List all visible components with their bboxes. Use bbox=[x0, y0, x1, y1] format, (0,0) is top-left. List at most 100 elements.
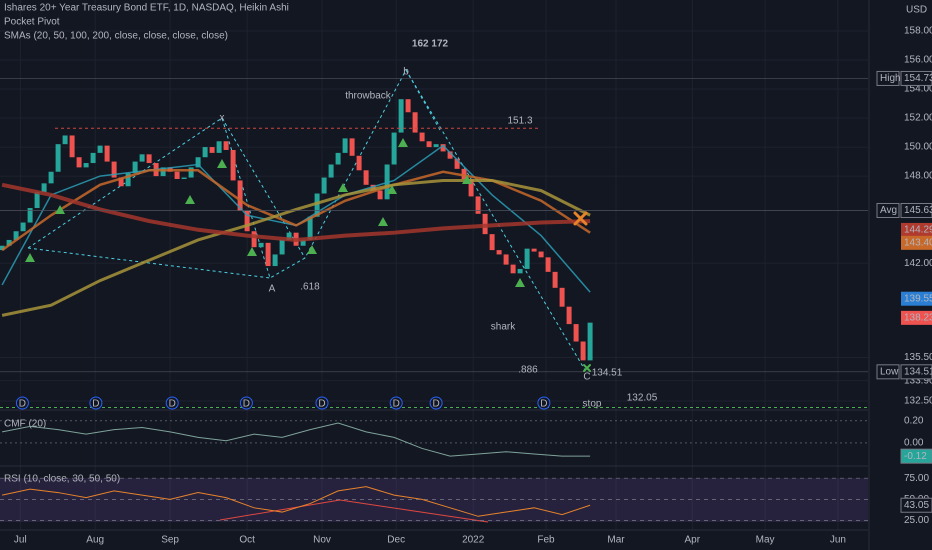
rsi-band bbox=[0, 478, 868, 522]
cross-marker bbox=[573, 211, 588, 226]
y-tick-label: 156.00 bbox=[904, 55, 932, 66]
annotation: 151.3 bbox=[507, 116, 532, 127]
y-tick-label: 75.00 bbox=[904, 473, 929, 484]
tag-name: High bbox=[880, 73, 901, 84]
candle bbox=[272, 254, 278, 267]
dividend-label: D bbox=[243, 399, 250, 410]
dividend-marker bbox=[89, 396, 103, 410]
candle bbox=[363, 170, 369, 185]
y-tick-label: 158.00 bbox=[904, 26, 932, 37]
candle bbox=[496, 250, 502, 255]
candle bbox=[587, 322, 593, 361]
pivot-marker bbox=[307, 245, 317, 254]
tag-name: Low bbox=[880, 366, 899, 377]
x-tick-label: Oct bbox=[239, 535, 255, 546]
candle bbox=[265, 242, 271, 267]
candle bbox=[461, 168, 467, 179]
candle bbox=[132, 161, 138, 174]
dividend-label: D bbox=[540, 399, 547, 410]
y-tick-label: 133.90 bbox=[904, 375, 932, 386]
candle bbox=[447, 151, 453, 159]
y-tick-label: 148.00 bbox=[904, 171, 932, 182]
candle bbox=[377, 190, 383, 200]
cross-marker bbox=[583, 364, 591, 372]
annotation: 132.05 bbox=[627, 393, 658, 404]
candle bbox=[20, 222, 26, 232]
candle bbox=[104, 145, 110, 162]
candle bbox=[391, 132, 397, 165]
price-tag-label: 154.73 bbox=[904, 73, 932, 84]
annotation: stop bbox=[583, 399, 602, 410]
annotation: x bbox=[220, 113, 225, 124]
annotation: b bbox=[403, 67, 409, 78]
candle bbox=[398, 99, 404, 133]
candle bbox=[342, 138, 348, 153]
x-tick-label: Aug bbox=[86, 535, 104, 546]
tag-name-box bbox=[876, 202, 900, 218]
candle bbox=[188, 167, 194, 178]
candle bbox=[209, 147, 215, 153]
candle bbox=[139, 154, 145, 162]
candle bbox=[34, 192, 40, 209]
candle bbox=[475, 196, 481, 214]
annotation: .886 bbox=[518, 365, 538, 376]
price-tag bbox=[900, 202, 932, 218]
candle bbox=[118, 177, 124, 187]
candle bbox=[111, 161, 117, 178]
candle bbox=[195, 157, 201, 168]
pivot-marker bbox=[185, 195, 195, 204]
plot: Jul Aug Sep Oct Nov Dec 2022 Feb Mar Apr May Jun 158… bbox=[0, 26, 932, 546]
candle bbox=[286, 232, 292, 240]
candle bbox=[524, 248, 530, 269]
price-tag bbox=[900, 364, 932, 380]
candle bbox=[0, 245, 5, 251]
price-tag-label: 138.23 bbox=[904, 312, 932, 323]
pivot-marker bbox=[338, 183, 348, 192]
x-tick-label: Nov bbox=[313, 535, 331, 546]
chart-title: Ishares 20+ Year Treasury Bond ETF, 1D, … bbox=[4, 3, 289, 14]
price-tag-label: 139.55 bbox=[904, 293, 932, 304]
x-tick-label: May bbox=[756, 535, 775, 546]
pattern-line bbox=[27, 247, 271, 279]
candle bbox=[83, 163, 89, 168]
dividend-marker bbox=[429, 396, 443, 410]
annotation: shark bbox=[491, 322, 516, 333]
annotation: C bbox=[583, 372, 590, 383]
pivot-marker bbox=[25, 253, 35, 262]
candle bbox=[90, 152, 96, 164]
candle bbox=[258, 242, 264, 248]
pivot-marker bbox=[217, 159, 227, 168]
x-tick-label: Feb bbox=[537, 535, 555, 546]
candle bbox=[321, 177, 327, 194]
candle bbox=[230, 149, 236, 181]
price-tag bbox=[901, 291, 932, 306]
y-tick-label: 150.00 bbox=[904, 142, 932, 153]
annotation: 162 172 bbox=[412, 39, 449, 50]
y-tick-label: 132.50 bbox=[904, 396, 932, 407]
dividend-label: D bbox=[393, 399, 400, 410]
sma-line bbox=[1, 178, 591, 317]
candle bbox=[216, 141, 222, 153]
candle bbox=[356, 155, 362, 171]
x-tick-label: Sep bbox=[161, 535, 179, 546]
subtitle: Pocket Pivot bbox=[4, 17, 60, 28]
candle bbox=[223, 141, 229, 150]
annotation: A bbox=[269, 284, 276, 295]
candle bbox=[76, 157, 82, 168]
dividend-label: D bbox=[92, 399, 99, 410]
candle bbox=[279, 239, 285, 255]
candle bbox=[41, 183, 47, 193]
dividend-label: D bbox=[169, 399, 176, 410]
price-tag-label: 143.40 bbox=[904, 237, 932, 248]
price-tag-label: 144.29 bbox=[904, 225, 932, 236]
pivot-marker bbox=[398, 138, 408, 147]
indicator-tag bbox=[900, 497, 932, 513]
candle bbox=[412, 112, 418, 133]
candle bbox=[405, 99, 411, 113]
price-tag bbox=[901, 310, 932, 325]
pattern-lines bbox=[27, 68, 586, 371]
candle bbox=[419, 132, 425, 142]
candle bbox=[580, 341, 586, 361]
candle bbox=[468, 179, 474, 197]
